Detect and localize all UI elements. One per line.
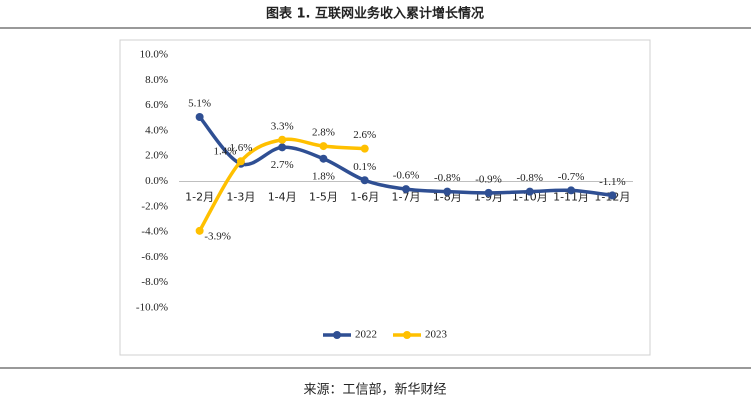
- x-tick-label: 1-2月: [185, 191, 214, 204]
- legend-marker: [333, 331, 341, 339]
- data-label: -1.1%: [599, 176, 626, 188]
- y-tick-label: -4.0%: [141, 226, 168, 238]
- x-tick-label: 1-10月: [512, 191, 548, 204]
- marker: [608, 191, 617, 200]
- y-tick-label: 10.0%: [140, 49, 168, 61]
- data-label: 5.1%: [188, 98, 211, 110]
- data-label: 1.4%: [213, 145, 236, 157]
- legend-label: 2022: [355, 329, 377, 341]
- y-tick-label: 8.0%: [145, 74, 168, 86]
- data-label: 2.8%: [312, 127, 335, 139]
- x-tick-label: 1-7月: [392, 191, 421, 204]
- data-label: -0.6%: [393, 170, 420, 182]
- y-tick-label: 6.0%: [145, 99, 168, 111]
- marker: [402, 185, 410, 194]
- marker: [278, 143, 287, 152]
- marker: [195, 112, 204, 121]
- x-tick-label: 1-6月: [350, 191, 379, 204]
- marker: [278, 135, 287, 144]
- data-label: -0.9%: [475, 173, 502, 185]
- data-label: -0.8%: [517, 172, 544, 184]
- marker: [195, 226, 204, 235]
- y-tick-label: -8.0%: [141, 276, 168, 288]
- series-line: [198, 115, 613, 198]
- data-label: 1.8%: [312, 170, 335, 182]
- y-tick-label: -10.0%: [136, 302, 168, 314]
- marker: [360, 176, 369, 185]
- x-tick-label: 1-11月: [553, 191, 589, 204]
- marker: [319, 154, 328, 163]
- x-tick-label: 1-5月: [309, 191, 338, 204]
- marker: [360, 144, 369, 153]
- marker: [484, 188, 493, 197]
- data-label: 0.1%: [353, 161, 376, 173]
- y-tick-label: -2.0%: [141, 200, 168, 212]
- y-tick-label: 2.0%: [145, 150, 168, 162]
- marker: [567, 186, 576, 195]
- data-label: 3.3%: [271, 120, 294, 132]
- data-label: -3.9%: [204, 230, 231, 242]
- marker: [525, 187, 534, 196]
- title: 图表 1. 互联网业务收入累计增长情况: [266, 6, 484, 22]
- source: 来源：工信部，新华财经: [303, 382, 446, 398]
- marker: [236, 157, 245, 166]
- legend-marker: [403, 331, 411, 339]
- legend-label: 2023: [425, 329, 448, 341]
- data-label: -0.8%: [434, 172, 461, 184]
- x-tick-label: 1-3月: [226, 191, 255, 204]
- chart-frame: [119, 39, 651, 356]
- x-tick-label: 1-4月: [268, 191, 297, 204]
- marker: [319, 142, 328, 151]
- y-tick-label: 4.0%: [145, 124, 168, 136]
- x-tick-label: 1-8月: [433, 191, 462, 204]
- data-label: -0.7%: [558, 171, 585, 183]
- y-tick-label: -6.0%: [141, 251, 168, 263]
- marker: [443, 187, 452, 196]
- data-label: 1.6%: [229, 142, 252, 154]
- data-label: 2.7%: [271, 159, 294, 171]
- data-label: 2.6%: [353, 129, 376, 141]
- y-tick-label: 0.0%: [145, 175, 168, 187]
